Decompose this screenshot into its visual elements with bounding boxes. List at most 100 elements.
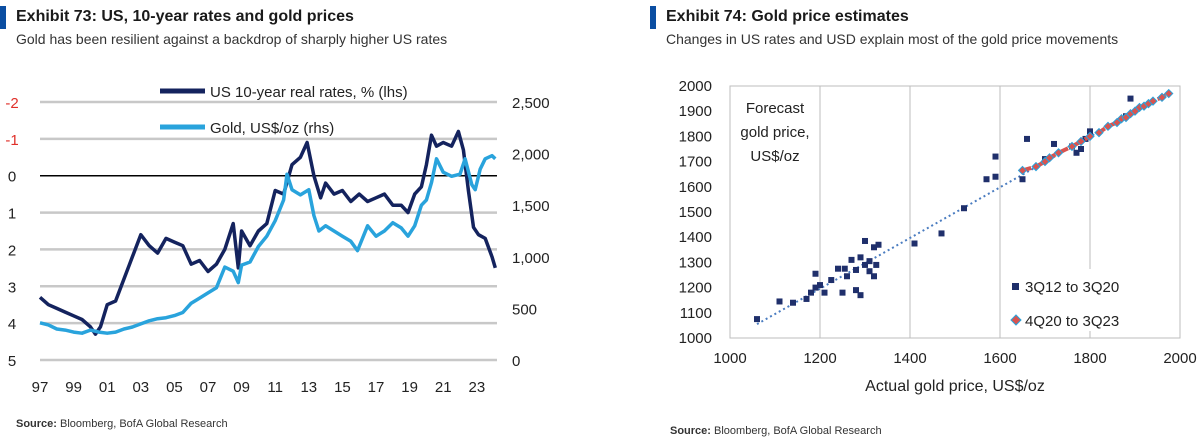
scatter-point-3q12-3q20	[873, 261, 880, 268]
y-right-tick-label: 2,000	[512, 147, 550, 164]
scatter-point-3q12-3q20	[1073, 149, 1080, 156]
scatter-point-3q12-3q20	[1127, 95, 1134, 102]
x-tick-label: 23	[468, 379, 485, 396]
x-tick-label: 2000	[1163, 350, 1196, 367]
legend-label: 4Q20 to 3Q23	[1025, 313, 1119, 330]
scatter-point-3q12-3q20	[866, 258, 873, 265]
scatter-point-3q12-3q20	[812, 284, 819, 291]
scatter-point-3q12-3q20	[803, 295, 810, 302]
source-label: Source:	[670, 425, 711, 437]
y-tick-label: 1500	[679, 204, 712, 221]
x-tick-label: 01	[99, 379, 116, 396]
scatter-point-3q12-3q20	[790, 299, 796, 306]
legend-marker-diamond	[1010, 314, 1022, 326]
scatter-point-4q20-3q23	[1044, 153, 1055, 163]
scatter-point-3q12-3q20	[961, 205, 967, 212]
scatter-point-4q20-3q23	[1031, 161, 1041, 172]
scatter-point-4q20-3q23	[1103, 121, 1113, 132]
y-right-tick-label: 1,500	[512, 198, 550, 215]
x-tick-label: 1400	[893, 350, 926, 367]
y-tick-label: 1700	[679, 154, 712, 171]
exhibit-73-subtitle: Gold has been resilient against a backdr…	[16, 31, 448, 47]
scatter-point-3q12-3q20	[817, 282, 823, 289]
y-left-tick-label: -1	[5, 132, 18, 149]
scatter-point-3q12-3q20	[1078, 146, 1084, 152]
x-tick-label: 09	[233, 379, 250, 396]
x-tick-label: 1800	[1073, 350, 1106, 367]
scatter-point-3q12-3q20	[853, 287, 859, 294]
y-axis-label: gold price,	[740, 124, 809, 141]
source-label: Source:	[16, 418, 57, 430]
legend-marker-square	[1012, 283, 1019, 290]
scatter-point-3q12-3q20	[812, 270, 819, 277]
y-tick-label: 1300	[679, 254, 712, 271]
y-left-tick-label: 4	[8, 316, 16, 333]
scatter-point-3q12-3q20	[871, 244, 877, 251]
exhibit-74-chart: 1000 1200 1400 1600 1800 2000 1000 1100 1200 1300…	[679, 78, 1197, 395]
scatter-point-4q20-3q23	[1067, 141, 1077, 152]
scatter-point-3q12-3q20	[911, 240, 918, 247]
x-axis-label: Actual gold price, US$/oz	[865, 378, 1045, 395]
y-tick-label: 1400	[679, 229, 712, 246]
y-tick-label: 1900	[679, 103, 712, 120]
x-tick-label: 99	[65, 379, 82, 396]
y-right-tick-label: 1,000	[512, 250, 550, 267]
scatter-point-3q12-3q20	[862, 261, 868, 268]
x-tick-label: 05	[166, 379, 183, 396]
scatter-point-3q12-3q20	[983, 176, 990, 183]
scatter-point-3q12-3q20	[857, 292, 864, 299]
source-text: Bloomberg, BofA Global Research	[714, 425, 882, 437]
source-text: Bloomberg, BofA Global Research	[60, 418, 228, 430]
gold-price-line	[39, 153, 497, 335]
y-tick-label: 1600	[679, 179, 712, 196]
scatter-point-4q20-3q23	[1148, 96, 1158, 106]
scatter-point-4q20-3q23	[1076, 136, 1086, 147]
scatter-point-3q12-3q20	[862, 237, 868, 244]
x-tick-label: 03	[132, 379, 149, 396]
y-right-tick-label: 0	[512, 353, 520, 370]
scatter-point-3q12-3q20	[844, 273, 850, 280]
y-tick-label: 1800	[679, 128, 712, 145]
scatter-point-3q12-3q20	[821, 289, 828, 296]
exhibit-74-panel: Exhibit 74: Gold price estimates Changes…	[650, 0, 1200, 437]
y-tick-label: 1100	[680, 305, 712, 322]
scatter-point-3q12-3q20	[1051, 140, 1057, 147]
x-tick-label: 1600	[983, 350, 1016, 367]
x-tick-label: 19	[401, 379, 418, 396]
scatter-point-3q12-3q20	[835, 265, 841, 272]
y-right-tick-label: 500	[512, 301, 537, 318]
y-axis-label: Forecast	[746, 100, 805, 117]
scatter-point-3q12-3q20	[1087, 128, 1093, 135]
scatter-point-3q12-3q20	[875, 241, 882, 248]
x-tick-label: 1200	[803, 350, 836, 367]
y-tick-label: 1200	[679, 280, 712, 297]
exhibit-73-title: Exhibit 73: US, 10-year rates and gold p…	[16, 8, 354, 25]
exhibit-accent-bar	[650, 6, 656, 29]
y-axis-label: US$/oz	[750, 148, 799, 165]
scatter-point-3q12-3q20	[828, 277, 835, 284]
scatter-point-3q12-3q20	[992, 173, 999, 180]
scatter-point-3q12-3q20	[776, 298, 783, 305]
scatter-point-3q12-3q20	[857, 254, 864, 261]
y-right-tick-label: 2,500	[512, 95, 550, 112]
scatter-point-3q12-3q20	[992, 153, 999, 160]
y-left-tick-label: 3	[8, 279, 16, 296]
y-left-tick-label: 1	[8, 206, 16, 223]
x-tick-label: 07	[200, 379, 217, 396]
y-left-tick-label: -2	[5, 95, 18, 112]
exhibit-73-panel: Exhibit 73: US, 10-year rates and gold p…	[0, 6, 550, 430]
y-tick-label: 1000	[679, 330, 712, 347]
x-tick-label: 11	[267, 379, 283, 396]
scatter-point-3q12-3q20	[938, 230, 945, 237]
scatter-point-4q20-3q23	[1164, 88, 1174, 99]
scatter-point-3q12-3q20	[866, 268, 873, 275]
legend-label: 3Q12 to 3Q20	[1025, 279, 1119, 296]
scatter-point-3q12-3q20	[808, 289, 814, 296]
exhibit-74-source: Source: Bloomberg, BofA Global Research	[670, 425, 882, 437]
x-tick-label: 15	[334, 379, 351, 396]
exhibit-73-source: Source: Bloomberg, BofA Global Research	[16, 418, 228, 430]
scatter-point-3q12-3q20	[1024, 135, 1030, 142]
x-tick-label: 21	[435, 379, 452, 396]
scatter-point-3q12-3q20	[853, 266, 859, 273]
scatter-point-3q12-3q20	[839, 289, 846, 296]
